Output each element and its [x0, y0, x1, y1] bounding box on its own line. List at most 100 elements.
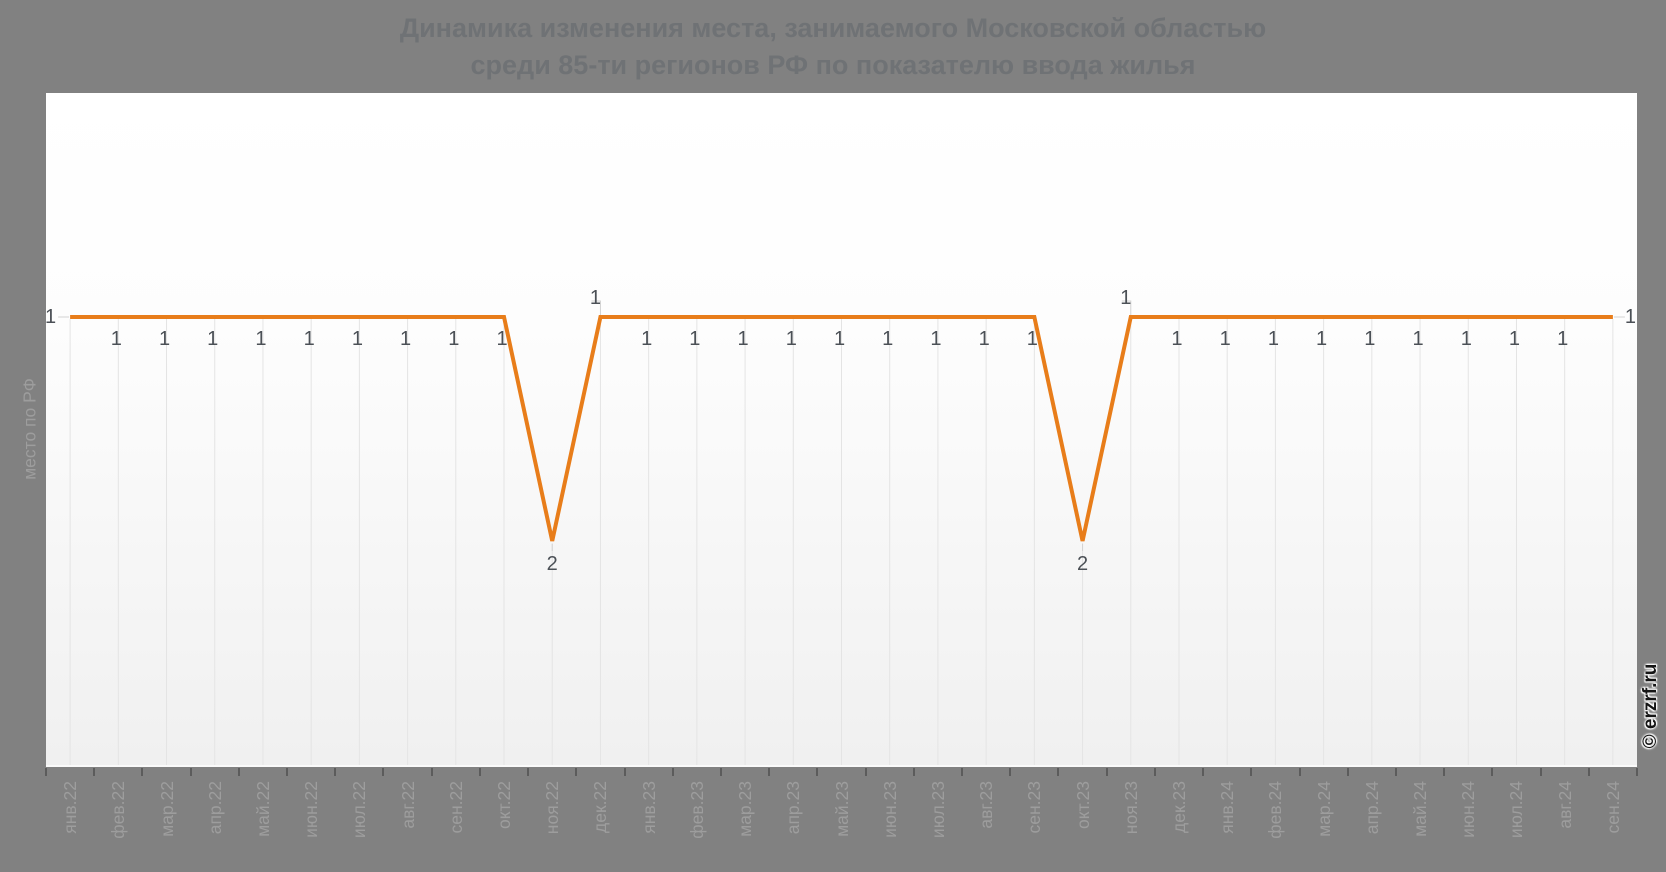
x-axis-label-text: авг.22 — [397, 781, 418, 829]
chart-canvas — [46, 300, 1637, 767]
x-axis-tick — [1298, 768, 1301, 776]
x-axis-label-text: фев.22 — [108, 781, 129, 839]
x-axis-label-text: сен.24 — [1602, 781, 1623, 834]
data-label: 1 — [737, 328, 749, 350]
data-label: 1 — [785, 328, 797, 350]
x-axis-label-text: авг.23 — [976, 781, 997, 829]
label-connector — [591, 300, 601, 315]
x-axis-tick — [478, 768, 481, 776]
x-axis-label-text: июн.22 — [301, 781, 322, 838]
data-label: 1 — [1026, 328, 1038, 350]
data-label: 1 — [930, 328, 942, 350]
x-axis-label-text: сен.23 — [1024, 781, 1045, 834]
data-label: 2 — [1076, 553, 1089, 575]
x-axis-label-text: мар.23 — [735, 781, 756, 837]
x-axis-tick — [864, 768, 867, 776]
data-label: 1 — [1624, 306, 1637, 328]
x-axis-label-text: апр.23 — [783, 781, 804, 835]
x-axis-tick — [286, 768, 289, 776]
watermark: © erzrf.ru — [1640, 663, 1661, 749]
x-axis-tick — [141, 768, 144, 776]
x-axis-tick — [382, 768, 385, 776]
data-label: 1 — [1219, 328, 1231, 350]
label-connector — [1121, 300, 1132, 315]
x-axis-label-text: дек.23 — [1168, 781, 1189, 833]
data-label: 1 — [1364, 328, 1376, 350]
x-axis-tick — [816, 768, 819, 776]
x-axis-label-text: окт.22 — [494, 781, 514, 829]
x-axis-label-text: окт.23 — [1072, 781, 1093, 829]
x-axis-label-text: янв.23 — [638, 781, 659, 834]
y-axis-title: место по РФ — [19, 378, 40, 480]
x-axis-tick — [1636, 768, 1638, 776]
x-axis-label-text: сен.22 — [445, 781, 466, 834]
x-axis-tick — [1202, 768, 1205, 776]
x-axis-tick — [1057, 768, 1060, 776]
data-label: 1 — [1460, 328, 1472, 350]
x-axis-tick — [719, 768, 722, 776]
x-axis-tick — [1587, 768, 1590, 776]
x-axis-tick — [1443, 768, 1446, 776]
data-label: 1 — [207, 328, 219, 350]
x-axis-label-text: июл.23 — [927, 781, 948, 839]
data-label: 1 — [589, 287, 601, 309]
data-label: 1 — [978, 328, 990, 350]
x-axis-label-text: июн.23 — [879, 781, 900, 838]
plot-area — [46, 93, 1637, 767]
x-axis-label-text: авг.24 — [1554, 781, 1575, 829]
x-axis-label-text: фев.24 — [1265, 781, 1286, 839]
data-label: 1 — [496, 328, 508, 350]
data-label: 1 — [641, 328, 653, 350]
x-axis-label-text: мар.24 — [1313, 781, 1334, 837]
x-axis-label-text: май.24 — [1410, 781, 1431, 837]
x-axis-label-text: июл.22 — [349, 781, 370, 839]
data-label: 1 — [44, 306, 57, 328]
chart-title: Динамика изменения места, занимаемого Мо… — [0, 10, 1666, 84]
data-label: 1 — [255, 328, 267, 350]
x-axis-tick — [237, 768, 240, 776]
data-label: 1 — [1316, 328, 1328, 350]
chart-title-line2: среди 85-ти регионов РФ по показателю вв… — [470, 50, 1196, 80]
data-label: 1 — [1557, 328, 1569, 350]
x-axis-label-text: май.23 — [831, 781, 852, 837]
data-label: 1 — [833, 328, 846, 350]
x-axis-tick — [575, 768, 578, 776]
x-axis-label-text: ноя.23 — [1120, 781, 1141, 835]
x-axis-label-text: июн.24 — [1458, 781, 1479, 838]
x-axis-tick — [912, 768, 915, 776]
data-label: 1 — [158, 328, 171, 350]
x-axis-tick — [1394, 768, 1397, 776]
x-axis-tick — [527, 768, 530, 776]
data-label: 1 — [1120, 287, 1132, 309]
series-line — [70, 315, 1613, 542]
data-label: 1 — [882, 328, 894, 350]
data-label: 1 — [1508, 328, 1521, 350]
x-axis-label-text: янв.22 — [60, 781, 81, 834]
chart-title-line1: Динамика изменения места, занимаемого Мо… — [399, 13, 1267, 43]
x-axis-label-text: янв.24 — [1217, 781, 1238, 834]
x-axis-tick — [1491, 768, 1494, 776]
x-axis-tick — [45, 768, 47, 776]
x-axis-tick — [961, 768, 964, 776]
x-axis-tick — [1009, 768, 1012, 776]
x-axis-tick — [623, 768, 626, 776]
x-axis-tick — [430, 768, 433, 776]
x-axis-tick — [189, 768, 192, 776]
x-axis-label-text: апр.22 — [204, 781, 225, 835]
x-axis-tick — [1153, 768, 1156, 776]
x-axis-tick — [1346, 768, 1349, 776]
x-axis-tick — [1250, 768, 1253, 776]
x-axis-label-text: апр.24 — [1361, 781, 1382, 835]
data-label: 1 — [400, 328, 412, 350]
data-label: 1 — [1267, 328, 1279, 350]
x-axis-tick — [671, 768, 674, 776]
data-label: 1 — [1171, 328, 1183, 350]
x-axis-label-text: май.22 — [252, 781, 273, 837]
x-axis-tick — [1105, 768, 1108, 776]
data-label: 1 — [110, 328, 122, 350]
x-axis-tick — [768, 768, 771, 776]
x-axis-tick — [93, 768, 96, 776]
x-axis-label-text: ноя.22 — [542, 781, 563, 835]
x-axis-label-text: мар.22 — [156, 781, 177, 837]
